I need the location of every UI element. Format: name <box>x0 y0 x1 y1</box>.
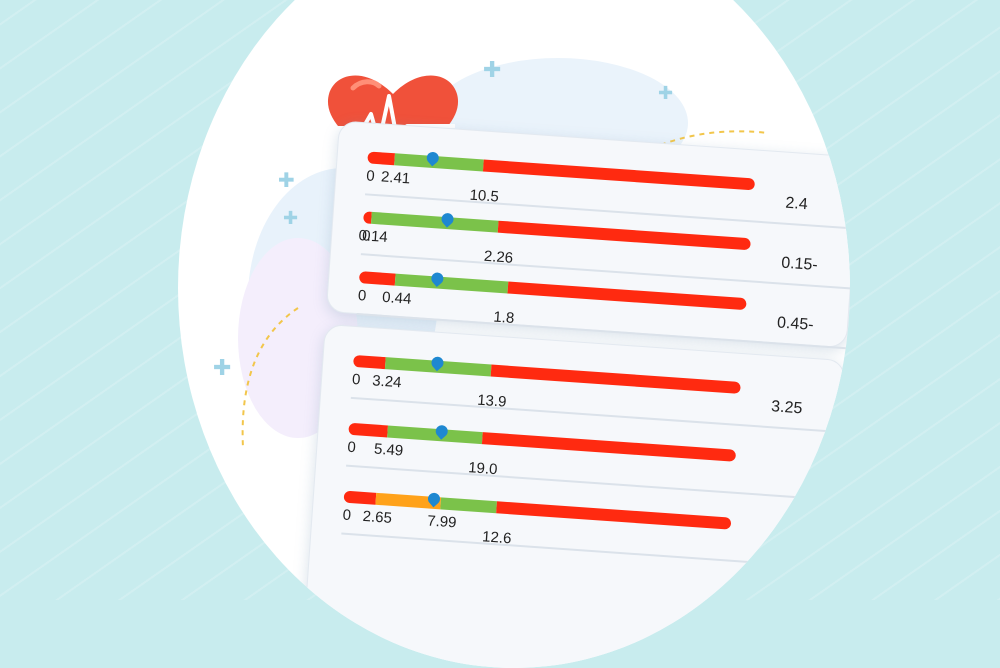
plus-icon: ✚ <box>483 58 502 83</box>
range-segment-green <box>440 497 497 514</box>
range-bar <box>348 422 737 462</box>
tick-label: 0 <box>351 370 362 389</box>
range-segment-red <box>481 432 737 462</box>
range-segment-red <box>352 354 386 370</box>
range-bar <box>367 149 756 191</box>
tick-label: 3.24 <box>371 372 403 392</box>
reference-range-value: 2.4 <box>784 194 809 214</box>
range-segment-red <box>495 501 732 530</box>
results-card: 0 2.41 10.5 2.4 0 0.14 2.26 0.15- 0 0.44 1.8 0.45… <box>325 120 850 352</box>
tick-label: 0 <box>346 438 357 457</box>
range-segment-green <box>395 273 508 294</box>
plus-icon: ✚ <box>213 356 232 381</box>
tick-label: 0 <box>342 506 352 525</box>
tick-label: 2.41 <box>380 168 411 188</box>
orbit-dash-line <box>241 307 299 449</box>
tick-label: 0 <box>365 167 376 185</box>
range-segment-red <box>497 220 751 251</box>
tick-label: 0 <box>357 287 367 305</box>
range-segment-red <box>348 422 388 438</box>
range-segment-green <box>371 211 499 233</box>
test-results-panel: 0 2.41 10.5 2.4 0 0.14 2.26 0.15- 0 0.44 1.8 0.45… <box>178 0 850 668</box>
range-bar <box>343 490 732 530</box>
results-card: 0 3.24 13.9 3.25 0 5.49 19.0 0 2.65 7.99 12.6 <box>301 323 850 668</box>
range-segment-red <box>507 281 747 311</box>
range-segment-red <box>483 159 756 191</box>
range-segment-red <box>490 364 741 394</box>
range-bar <box>352 354 741 394</box>
tick-label: 7.99 <box>426 512 458 532</box>
tick-label: 2.65 <box>362 507 393 527</box>
row-divider <box>341 532 850 571</box>
reference-range-value: 3.25 <box>770 398 803 418</box>
tick-label: 0.14 <box>357 226 389 246</box>
reference-range-value: 0.45- <box>776 314 815 334</box>
plus-icon: ✚ <box>658 83 674 104</box>
range-segment-red <box>358 271 396 286</box>
plus-icon: ✚ <box>283 208 299 229</box>
range-segment-red <box>343 490 377 505</box>
range-segment-red <box>367 151 395 166</box>
tick-label: 0.44 <box>381 288 412 308</box>
tick-label: 5.49 <box>373 440 404 460</box>
plus-icon: ✚ <box>278 168 295 192</box>
reference-range-value: 0.15- <box>780 254 819 275</box>
